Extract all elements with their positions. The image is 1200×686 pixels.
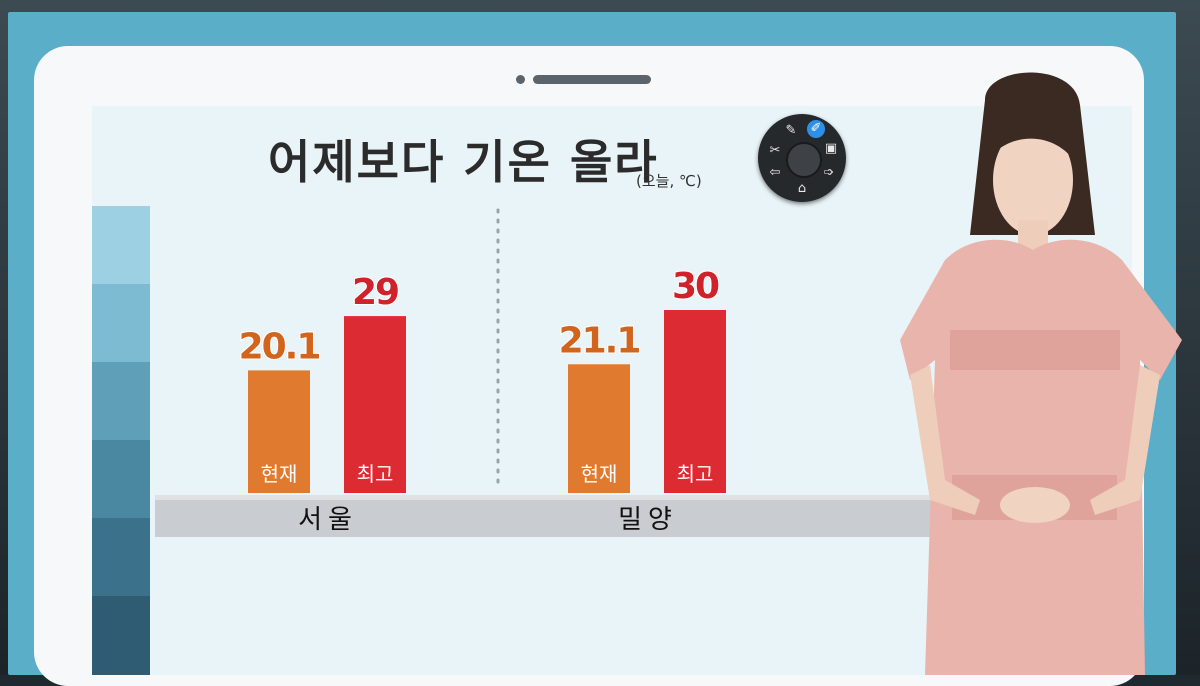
bar-series-label: 현재	[581, 462, 618, 486]
category-label-miryang: 밀양	[618, 505, 678, 535]
bar-high-0	[344, 316, 406, 493]
bar-marks: 현재 20.1 최고 29 현재 21.1 최고 30	[238, 265, 726, 493]
prev-icon[interactable]: ⇦	[769, 165, 781, 180]
presenter-figure	[900, 72, 1182, 675]
bar-series-label: 최고	[677, 462, 714, 486]
bar-value-label: 20.1	[239, 326, 320, 367]
category-baseline	[155, 495, 950, 537]
bar-series-label: 현재	[261, 462, 298, 486]
bar-value-label: 30	[672, 266, 719, 307]
next-icon[interactable]: ➩	[823, 165, 835, 180]
bar-series-label: 최고	[357, 462, 394, 486]
tablet-speaker-slot	[533, 75, 651, 84]
drawing-tool-wheel[interactable]: ✂ ✎ ✐ ▣ ➩ ⇦ ⌂	[758, 114, 846, 202]
bar-current-0	[248, 370, 310, 493]
scale-band	[92, 596, 150, 675]
category-label-seoul: 서울	[298, 505, 358, 535]
screen-icon[interactable]: ▣	[824, 141, 838, 156]
scale-band	[92, 284, 150, 362]
scale-band	[92, 518, 150, 596]
marker-icon[interactable]: ✐	[807, 120, 825, 138]
home-icon[interactable]: ⌂	[797, 181, 807, 196]
bar-current-1	[568, 364, 630, 493]
scale-band	[92, 362, 150, 440]
scale-band	[92, 440, 150, 518]
tool-wheel-hub[interactable]	[786, 142, 822, 178]
chart-subtitle: (오늘, ℃)	[636, 172, 702, 190]
category-baseline-highlight	[155, 495, 950, 500]
scissors-icon[interactable]: ✂	[769, 143, 781, 158]
scale-band	[92, 206, 150, 284]
pen-icon[interactable]: ✎	[785, 123, 797, 138]
tablet-camera-dot	[516, 75, 525, 84]
bar-high-1	[664, 310, 726, 493]
bar-value-label: 21.1	[559, 320, 640, 361]
bar-value-label: 29	[352, 272, 398, 313]
chart-title: 어제보다 기온 올라	[268, 135, 659, 189]
